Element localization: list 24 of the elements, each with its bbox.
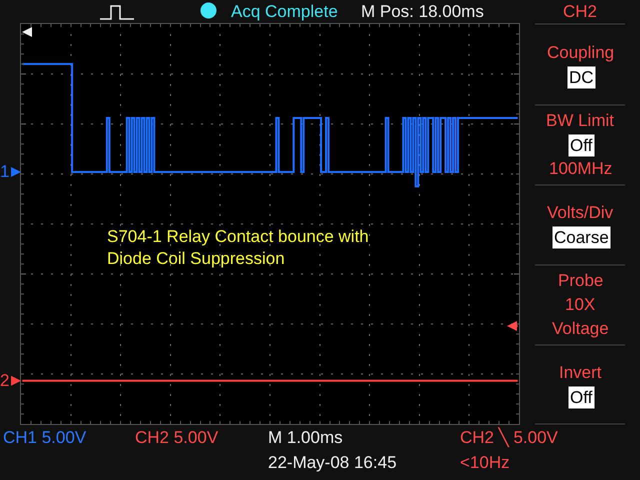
text: M 1.00ms bbox=[268, 428, 343, 447]
text: Voltage bbox=[552, 319, 609, 338]
text: Acq Complete bbox=[231, 2, 338, 21]
text: Probe bbox=[558, 271, 604, 290]
text: Coupling bbox=[547, 43, 614, 62]
text: Off bbox=[570, 136, 593, 155]
legend-label: 2 bbox=[0, 371, 10, 390]
text: 10X bbox=[565, 295, 596, 314]
text: CH1 5.00V bbox=[3, 428, 87, 447]
text: CH2 5.00V bbox=[135, 428, 219, 447]
text: <10Hz bbox=[460, 453, 510, 472]
text: BW Limit bbox=[546, 111, 614, 130]
text: CH2 ╲ 5.00V bbox=[460, 427, 559, 448]
text: M Pos: 18.00ms bbox=[361, 2, 484, 21]
text: S704-1 Relay Contact bounce with Diode Coil Suppression bbox=[107, 227, 369, 268]
text: DC bbox=[569, 68, 594, 87]
text: Volts/Div bbox=[547, 203, 614, 222]
text: Off bbox=[570, 388, 593, 407]
text: Coarse bbox=[554, 228, 609, 247]
text: 22-May-08 16:45 bbox=[268, 453, 397, 472]
text: CH2 bbox=[563, 2, 598, 21]
text: 100MHz bbox=[549, 159, 612, 178]
text: Invert bbox=[559, 363, 602, 382]
legend-label: 1 bbox=[0, 162, 10, 181]
